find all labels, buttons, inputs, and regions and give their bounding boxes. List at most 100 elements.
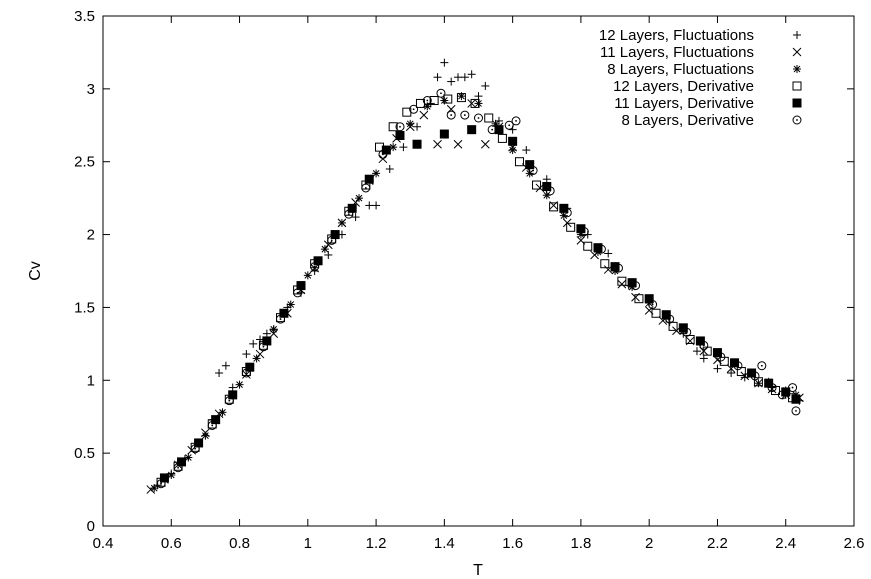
legend-label: 8 Layers, Derivative bbox=[621, 112, 754, 129]
data-point bbox=[330, 230, 340, 240]
legend-label: 11 Layers, Fluctuations bbox=[600, 44, 754, 61]
data-point bbox=[224, 396, 234, 406]
legend-marker bbox=[793, 65, 801, 73]
data-point bbox=[481, 81, 490, 90]
data-point bbox=[276, 314, 286, 324]
data-point bbox=[365, 201, 374, 210]
data-point bbox=[440, 58, 449, 67]
data-point bbox=[177, 457, 187, 467]
data-point bbox=[508, 146, 517, 155]
data-point bbox=[685, 334, 695, 344]
data-point bbox=[303, 271, 312, 280]
data-point bbox=[412, 139, 422, 149]
x-tick-label: 2 bbox=[645, 535, 653, 552]
data-point bbox=[355, 194, 364, 203]
data-point bbox=[504, 120, 514, 130]
plot-frame bbox=[102, 15, 855, 527]
data-point bbox=[617, 276, 627, 286]
data-point bbox=[736, 367, 746, 377]
data-point bbox=[470, 98, 480, 108]
data-point bbox=[221, 361, 230, 370]
data-point bbox=[579, 227, 589, 237]
legend-label: 12 Layers, Fluctuations bbox=[599, 27, 754, 44]
data-point bbox=[228, 390, 238, 400]
data-point bbox=[716, 352, 726, 362]
x-axis-ticks: 0.4 0.6 0.8 1 1.2 1.4 1.6 1.8 2 2.2 2.4 2.6 bbox=[93, 16, 864, 552]
data-point bbox=[562, 208, 572, 218]
data-point bbox=[699, 340, 709, 350]
data-point bbox=[460, 73, 469, 82]
data-point bbox=[456, 93, 466, 103]
data-point bbox=[242, 370, 251, 379]
data-point bbox=[791, 394, 801, 404]
data-point bbox=[791, 406, 801, 416]
legend-marker bbox=[792, 98, 802, 108]
legend-label: 12 Layers, Derivative bbox=[613, 78, 754, 95]
data-point bbox=[733, 361, 743, 371]
data-point bbox=[617, 279, 627, 289]
data-point bbox=[446, 110, 456, 120]
data-point bbox=[699, 354, 708, 363]
data-point bbox=[651, 308, 661, 318]
data-point bbox=[484, 113, 494, 123]
data-point bbox=[286, 300, 295, 309]
data-point bbox=[372, 201, 381, 210]
data-point bbox=[454, 73, 463, 82]
data-point bbox=[443, 94, 453, 104]
data-point bbox=[262, 329, 271, 338]
x-tick-label: 1.6 bbox=[502, 535, 523, 552]
data-point bbox=[395, 122, 405, 132]
data-point bbox=[447, 77, 456, 86]
y-axis-label: Cv bbox=[27, 261, 44, 281]
data-point bbox=[497, 133, 507, 143]
data-point bbox=[668, 321, 678, 331]
data-point bbox=[323, 240, 333, 250]
data-point bbox=[522, 146, 531, 155]
series-4 bbox=[159, 125, 801, 483]
data-point bbox=[713, 364, 722, 373]
x-tick-label: 1.2 bbox=[366, 535, 387, 552]
legend-marker bbox=[792, 81, 802, 91]
data-point bbox=[644, 294, 654, 304]
data-point bbox=[494, 125, 504, 135]
data-point bbox=[480, 139, 490, 149]
data-point bbox=[279, 308, 289, 318]
data-point bbox=[600, 259, 610, 269]
data-point bbox=[487, 125, 497, 135]
data-point bbox=[228, 383, 237, 392]
y-tick-label: 3.5 bbox=[74, 8, 95, 25]
data-point bbox=[409, 104, 419, 114]
data-point bbox=[433, 139, 442, 149]
data-point bbox=[525, 160, 535, 170]
data-point bbox=[474, 113, 483, 123]
data-point bbox=[159, 473, 169, 483]
data-point bbox=[242, 350, 251, 359]
data-point bbox=[665, 314, 675, 324]
x-tick-label: 0.8 bbox=[229, 535, 250, 552]
data-point bbox=[364, 174, 374, 184]
data-point bbox=[351, 213, 360, 222]
y-tick-label: 1.5 bbox=[74, 299, 95, 316]
data-point bbox=[727, 369, 736, 377]
data-point bbox=[218, 408, 227, 417]
data-point bbox=[293, 288, 303, 298]
data-point bbox=[467, 99, 477, 108]
data-point bbox=[324, 250, 333, 259]
data-point bbox=[235, 380, 244, 389]
data-point bbox=[245, 362, 255, 372]
data-point bbox=[436, 88, 446, 98]
data-point bbox=[262, 336, 272, 346]
data-point bbox=[453, 139, 463, 149]
series-5 bbox=[156, 88, 801, 489]
data-point bbox=[440, 96, 449, 105]
x-tick-label: 2.2 bbox=[707, 535, 728, 552]
data-point bbox=[474, 92, 483, 101]
x-tick-label: 0.4 bbox=[93, 535, 114, 552]
data-point bbox=[150, 484, 159, 493]
data-point bbox=[372, 169, 381, 178]
data-point bbox=[545, 186, 555, 196]
data-point bbox=[788, 383, 798, 393]
data-point bbox=[269, 325, 278, 334]
y-tick-label: 0.5 bbox=[74, 445, 95, 462]
